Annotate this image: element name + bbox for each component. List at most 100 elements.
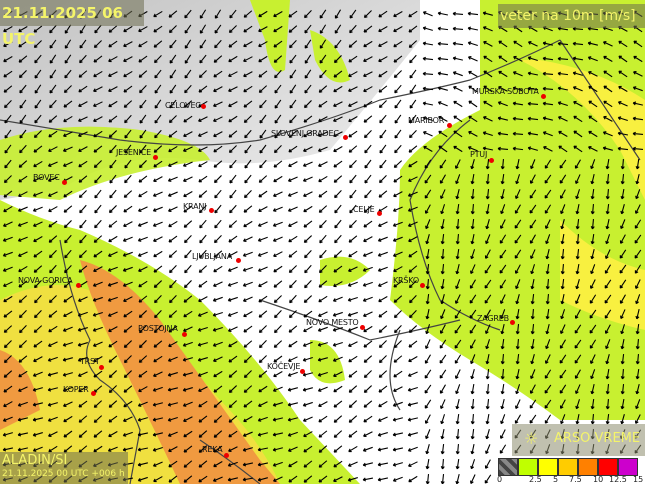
wind-arrow — [499, 249, 507, 259]
wind-arrow — [620, 173, 625, 185]
wind-arrow — [393, 11, 403, 18]
wind-arrow — [167, 191, 178, 197]
wind-arrow — [94, 174, 102, 184]
wind-arrow — [618, 70, 628, 78]
wind-arrow — [590, 384, 595, 395]
wind-arrow — [228, 71, 238, 78]
wind-arrow — [242, 296, 253, 302]
wind-arrow — [32, 432, 43, 437]
wind-arrow — [530, 338, 535, 350]
wind-arrow — [408, 160, 418, 168]
wind-arrow — [485, 413, 490, 425]
wind-arrow — [455, 399, 460, 410]
wind-arrow — [378, 370, 388, 378]
wind-arrow — [33, 250, 43, 258]
wind-arrow — [620, 158, 625, 170]
wind-arrow — [138, 266, 148, 273]
wind-arrow — [167, 431, 178, 437]
wind-arrow — [392, 401, 403, 407]
wind-arrow — [78, 146, 88, 153]
wind-arrow — [303, 205, 313, 213]
wind-arrow — [198, 116, 208, 123]
wind-arrow — [499, 444, 507, 454]
wind-arrow — [109, 189, 117, 199]
wind-arrow — [63, 100, 73, 108]
wind-arrow — [605, 158, 610, 170]
wind-arrow — [17, 236, 28, 242]
wind-arrow — [303, 146, 313, 153]
wind-arrow — [407, 387, 418, 392]
wind-arrow — [392, 206, 403, 212]
wind-arrow — [318, 190, 328, 198]
wind-arrow — [318, 100, 328, 108]
wind-arrow — [617, 101, 628, 107]
wind-arrow — [138, 295, 148, 303]
wind-arrow — [153, 25, 163, 33]
wind-arrow — [408, 25, 418, 33]
wind-arrow — [347, 477, 358, 482]
wind-arrow — [3, 355, 12, 364]
wind-arrow — [467, 11, 479, 16]
legend-tick: 12.5 — [609, 475, 627, 484]
wind-arrow — [33, 160, 43, 168]
wind-arrow — [304, 24, 312, 34]
wind-arrow — [63, 430, 73, 438]
wind-arrow — [168, 115, 177, 124]
wind-arrow — [364, 189, 372, 199]
wind-arrow — [392, 462, 403, 467]
wind-arrow — [138, 175, 148, 183]
wind-arrow — [168, 10, 178, 18]
wind-arrow — [169, 84, 177, 94]
wind-arrow — [485, 368, 490, 380]
wind-arrow — [257, 462, 269, 467]
wind-arrow — [604, 264, 612, 274]
wind-arrow — [333, 101, 343, 108]
city-label: ZAGREB — [477, 314, 509, 323]
wind-arrow — [168, 130, 178, 138]
wind-arrow — [544, 399, 552, 409]
wind-arrow — [498, 55, 508, 63]
wind-arrow — [620, 338, 625, 350]
wind-arrow — [455, 174, 461, 185]
wind-arrow — [588, 115, 598, 123]
wind-arrow — [348, 250, 358, 258]
wind-arrow — [214, 219, 222, 229]
wind-arrow — [635, 323, 640, 335]
wind-arrow — [258, 190, 268, 198]
wind-arrow — [137, 401, 148, 407]
wind-arrow — [392, 447, 404, 452]
wind-arrow — [378, 26, 388, 33]
wind-arrow — [575, 203, 580, 215]
wind-arrow — [273, 55, 283, 63]
wind-arrow — [332, 356, 343, 362]
wind-arrow — [440, 414, 446, 425]
wind-arrow — [407, 417, 418, 422]
wind-arrow — [213, 370, 223, 378]
wind-arrow — [348, 86, 358, 93]
wind-arrow — [558, 130, 568, 137]
wind-arrow — [440, 189, 446, 200]
wind-arrow — [408, 10, 418, 18]
wind-arrow — [153, 340, 163, 348]
city-label: POSTOJNA — [138, 324, 178, 333]
wind-arrow — [154, 55, 162, 64]
wind-arrow — [393, 175, 403, 183]
wind-arrow — [198, 161, 208, 168]
wind-arrow — [227, 326, 238, 332]
wind-arrow — [123, 310, 133, 318]
wind-arrow — [182, 146, 193, 152]
wind-arrow — [3, 385, 13, 393]
wind-arrow — [289, 279, 297, 289]
wind-arrow — [363, 400, 373, 408]
wind-arrow — [422, 71, 434, 76]
wind-arrow — [93, 430, 103, 438]
wind-arrow — [573, 145, 583, 153]
wind-arrow — [167, 402, 178, 407]
wind-arrow — [334, 204, 342, 214]
wind-arrow — [393, 40, 403, 48]
wind-arrow — [2, 432, 13, 437]
wind-arrow — [273, 371, 283, 378]
wind-arrow — [182, 341, 193, 347]
city-label: KRANJ — [183, 202, 207, 211]
